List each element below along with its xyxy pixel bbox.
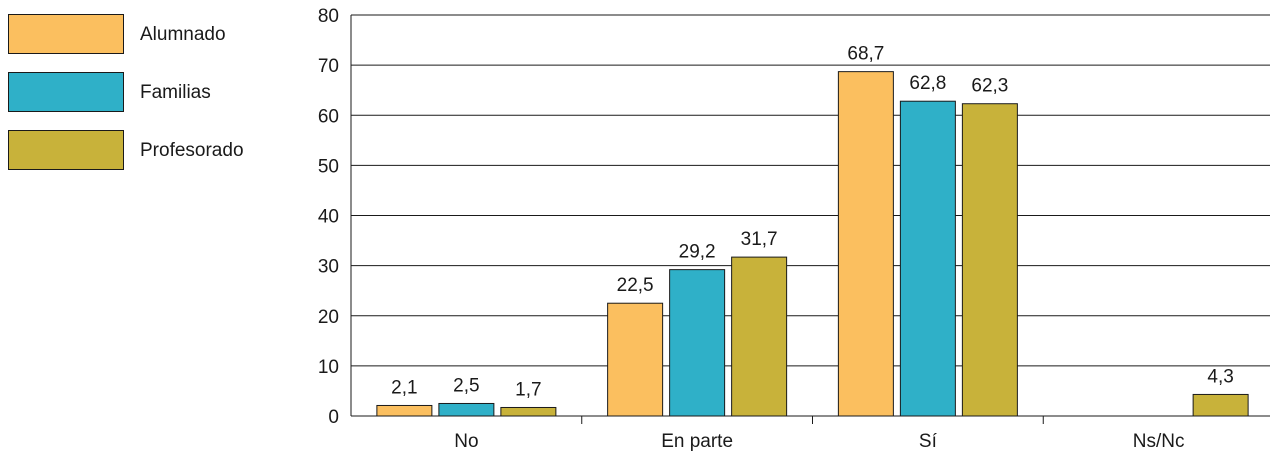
y-tick-label-40: 40	[318, 207, 339, 228]
bar-familias-en-parte	[669, 269, 726, 417]
bar-alumnado-s	[837, 71, 894, 417]
data-label-profesorado-en-parte: 31,7	[741, 229, 778, 250]
data-label-familias-no: 2,5	[453, 375, 479, 396]
legend-swatch-familias	[8, 72, 124, 112]
y-tick-label-60: 60	[318, 106, 339, 127]
bar-alumnado-en-parte	[607, 302, 664, 417]
x-tick-label-ns-nc: Ns/Nc	[1133, 431, 1185, 452]
y-tick-label-50: 50	[318, 156, 339, 177]
legend-label-familias: Familias	[140, 82, 211, 103]
legend-swatch-alumnado	[8, 14, 124, 54]
y-tick-label-70: 70	[318, 56, 339, 77]
bar-profesorado-no	[500, 406, 557, 417]
y-tick-label-80: 80	[318, 6, 339, 27]
y-tick-label-0: 0	[328, 407, 339, 428]
data-label-alumnado-s: 68,7	[847, 44, 884, 65]
bar-profesorado-ns-nc	[1192, 393, 1249, 417]
bar-familias-s	[899, 100, 956, 417]
data-label-familias-s: 62,8	[909, 73, 946, 94]
x-tick-label-en-parte: En parte	[661, 431, 733, 452]
bar-profesorado-s	[961, 103, 1018, 417]
legend-label-profesorado: Profesorado	[140, 140, 244, 161]
legend-label-alumnado: Alumnado	[140, 24, 226, 45]
legend-swatch-profesorado	[8, 130, 124, 170]
x-tick-label-no: No	[454, 431, 478, 452]
data-label-familias-en-parte: 29,2	[679, 242, 716, 263]
x-tick-label-s: Sí	[919, 431, 938, 452]
data-label-profesorado-no: 1,7	[515, 379, 541, 400]
y-tick-label-30: 30	[318, 257, 339, 278]
bar-familias-no	[438, 402, 495, 417]
data-label-alumnado-no: 2,1	[391, 377, 417, 398]
bar-profesorado-en-parte	[731, 256, 788, 417]
data-label-profesorado-ns-nc: 4,3	[1207, 366, 1233, 387]
y-tick-label-20: 20	[318, 307, 339, 328]
data-label-profesorado-s: 62,3	[971, 76, 1008, 97]
data-label-alumnado-en-parte: 22,5	[617, 275, 654, 296]
bar-alumnado-no	[376, 404, 433, 417]
y-tick-label-10: 10	[318, 357, 339, 378]
